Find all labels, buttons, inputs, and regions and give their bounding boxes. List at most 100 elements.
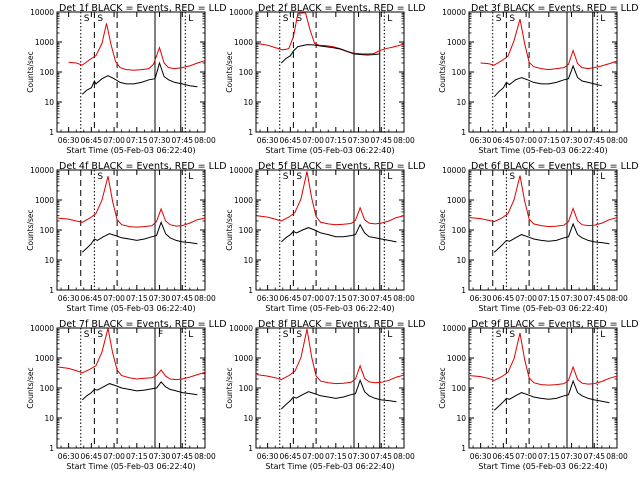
x-axis-label: Start Time (05-Feb-03 06:22:40)	[265, 304, 394, 313]
x-tick-label: 07:15	[325, 136, 347, 145]
y-tick-label: 100	[40, 226, 55, 235]
x-tick-label: 06:45	[493, 136, 515, 145]
x-tick-label: 07:30	[149, 136, 171, 145]
x-tick-label: 06:30	[470, 452, 492, 461]
y-tick-label: 10000	[442, 8, 466, 17]
y-tick-label: 1	[49, 286, 54, 295]
x-tick-label: 07:00	[103, 136, 125, 145]
y-tick-label: 100	[239, 384, 254, 393]
x-tick-label: 07:30	[149, 452, 171, 461]
series-group	[256, 328, 404, 410]
series-line-events	[280, 44, 380, 64]
y-tick-label: 1	[49, 128, 54, 137]
series-line-events	[493, 64, 602, 98]
x-tick-label: 08:00	[606, 294, 628, 303]
x-tick-label: 08:00	[393, 136, 415, 145]
chart-title: Det 4f BLACK = Events, RED = LLD	[59, 161, 227, 172]
x-tick-label: 07:30	[348, 294, 370, 303]
y-axis-label: Counts/sec	[225, 209, 234, 250]
x-axis-label: Start Time (05-Feb-03 06:22:40)	[265, 146, 394, 155]
x-tick-label: 08:00	[606, 452, 628, 461]
chart-title: Det 6f BLACK = Events, RED = LLD	[471, 161, 639, 172]
x-tick-label: 06:45	[280, 136, 302, 145]
x-tick-label: 06:30	[257, 294, 279, 303]
y-axis-label: Counts/sec	[438, 51, 447, 92]
time-marker-label: S	[283, 172, 289, 182]
x-tick-label: 07:30	[348, 136, 370, 145]
x-tick-label: 07:00	[515, 294, 537, 303]
chart-panel-5: Det 5f BLACK = Events, RED = LLD 1 10 100 10…	[225, 161, 426, 313]
y-tick-label: 10	[456, 98, 466, 107]
time-marker-label: S	[84, 330, 90, 340]
y-tick-label: 1	[248, 128, 253, 137]
x-tick-label: 07:15	[538, 294, 560, 303]
chart-panel-1: Det 1f BLACK = Events, RED = LLD 1 10 100 10…	[26, 3, 227, 155]
x-tick-label: 07:00	[302, 136, 324, 145]
x-axis-label: Start Time (05-Feb-03 06:22:40)	[478, 462, 607, 471]
series-group	[57, 176, 205, 253]
y-tick-label: 10000	[30, 166, 54, 175]
y-tick-label: 100	[239, 68, 254, 77]
x-tick-label: 07:30	[561, 136, 583, 145]
x-tick-label: 07:45	[370, 136, 392, 145]
y-tick-label: 1000	[447, 38, 466, 47]
y-tick-label: 10000	[229, 324, 253, 333]
chart-title: Det 2f BLACK = Events, RED = LLD	[258, 3, 426, 14]
x-axis-label: Start Time (05-Feb-03 06:22:40)	[66, 462, 195, 471]
series-line-lld	[57, 176, 205, 228]
x-tick-label: 07:30	[348, 452, 370, 461]
x-tick-label: 07:45	[583, 294, 605, 303]
chart-title: Det 9f BLACK = Events, RED = LLD	[471, 319, 639, 330]
chart-panel-6: Det 6f BLACK = Events, RED = LLD 1 10 100 10…	[438, 161, 639, 313]
x-tick-label: 07:15	[538, 136, 560, 145]
series-line-events	[81, 61, 198, 95]
series-line-events	[493, 222, 610, 253]
chart-panel-9: Det 9f BLACK = Events, RED = LLD 1 10 100 10…	[438, 319, 639, 471]
series-line-lld	[68, 23, 205, 71]
time-marker-label: L	[387, 330, 392, 340]
x-tick-label: 06:30	[58, 294, 80, 303]
time-marker-label: F	[158, 330, 163, 340]
time-marker-label: S	[97, 330, 103, 340]
x-tick-label: 06:45	[493, 294, 515, 303]
y-tick-label: 10000	[30, 324, 54, 333]
x-tick-label: 08:00	[393, 452, 415, 461]
chart-title: Det 8f BLACK = Events, RED = LLD	[258, 319, 426, 330]
series-line-events	[280, 378, 397, 410]
chart-title: Det 1f BLACK = Events, RED = LLD	[59, 3, 227, 14]
time-marker-label: S	[296, 172, 302, 182]
x-tick-label: 07:45	[171, 452, 193, 461]
x-tick-label: 07:15	[325, 294, 347, 303]
series-line-lld	[256, 12, 404, 55]
y-axis-label: Counts/sec	[438, 209, 447, 250]
series-line-lld	[57, 328, 205, 381]
time-marker-label: S	[509, 330, 515, 340]
x-tick-label: 07:45	[171, 294, 193, 303]
x-tick-label: 08:00	[194, 294, 216, 303]
y-tick-label: 10	[243, 98, 253, 107]
y-tick-label: 1000	[447, 354, 466, 363]
y-tick-label: 1	[248, 286, 253, 295]
y-tick-label: 10	[243, 414, 253, 423]
x-tick-label: 07:45	[583, 136, 605, 145]
y-axis-label: Counts/sec	[26, 367, 35, 408]
x-tick-label: 07:30	[561, 294, 583, 303]
y-tick-label: 10	[44, 414, 54, 423]
x-tick-label: 06:45	[280, 294, 302, 303]
chart-panel-4: Det 4f BLACK = Events, RED = LLD 1 10 100 10…	[26, 161, 227, 313]
time-marker-label: L	[188, 14, 193, 24]
x-tick-label: 06:30	[58, 452, 80, 461]
x-axis-label: Start Time (05-Feb-03 06:22:40)	[265, 462, 394, 471]
y-axis-label: Counts/sec	[26, 51, 35, 92]
time-marker-label: S	[283, 330, 289, 340]
plot-frame	[255, 327, 405, 449]
y-tick-label: 10000	[30, 8, 54, 17]
x-tick-label: 07:00	[103, 452, 125, 461]
time-marker-label: L	[600, 172, 605, 182]
x-tick-label: 08:00	[606, 136, 628, 145]
time-marker-label: S	[496, 14, 502, 24]
time-marker-label: L	[387, 172, 392, 182]
plot-frame	[56, 11, 206, 133]
time-marker-label: L	[600, 14, 605, 24]
series-group	[480, 18, 617, 98]
